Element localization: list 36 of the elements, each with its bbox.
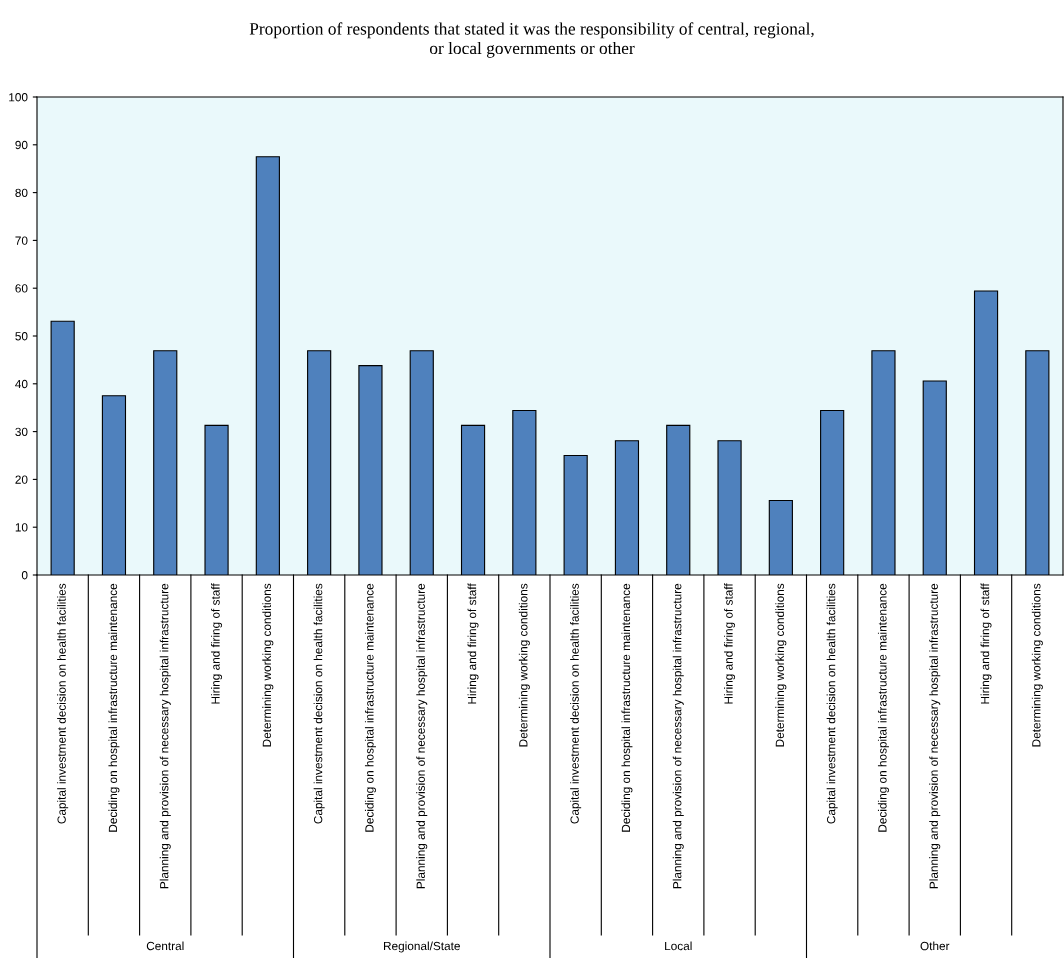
y-tick-label: 50	[15, 332, 28, 341]
x-tick-label: Planning and provision of necessary hospital infrastructure	[672, 583, 684, 889]
y-tick-label: 40	[15, 379, 28, 389]
x-tick-label: Planning and provision of necessary hospital infrastructure	[929, 583, 941, 889]
x-tick-label: Capital investment decision on health facilities	[57, 583, 69, 824]
x-tick-label: Deciding on hospital infrastructure maintenance	[364, 583, 376, 832]
y-tick-label: 20	[15, 475, 28, 484]
x-tick-label: Determining working conditions	[262, 583, 274, 747]
x-tick-label: Determining working conditions	[518, 583, 530, 747]
y-tick-label: 70	[15, 236, 28, 245]
x-tick-label: Capital investment decision on health facilities	[570, 583, 582, 824]
x-tick-label: Deciding on hospital infrastructure maintenance	[621, 583, 633, 832]
x-tick-label: Determining working conditions	[1031, 583, 1043, 747]
x-tick-label: Hiring and firing of staff	[467, 583, 479, 704]
x-tick-label: Hiring and firing of staff	[724, 583, 736, 704]
x-tick-label: Determining working conditions	[775, 583, 787, 747]
x-tick-label: Deciding on hospital infrastructure maintenance	[108, 583, 120, 832]
y-tick-label: 30	[15, 427, 28, 436]
y-tick-label: 10	[15, 523, 28, 532]
x-tick-label: Planning and provision of necessary hospital infrastructure	[416, 583, 428, 889]
x-tick-label: Deciding on hospital infrastructure maintenance	[877, 583, 889, 832]
text: Local	[665, 941, 692, 951]
text: Central	[146, 941, 184, 951]
text: Other	[920, 941, 950, 951]
x-tick-label: Hiring and firing of staff	[980, 583, 992, 704]
y-tick-label: 0	[21, 571, 28, 580]
chart-title: Proportion of respondents that stated it was the responsibility of central, regional, or local governments or other	[249, 22, 814, 58]
text: Regional/State	[384, 941, 460, 953]
x-tick-label: Hiring and firing of staff	[211, 583, 223, 704]
x-tick-label: Planning and provision of necessary hospital infrastructure	[159, 583, 171, 889]
y-tick-label: 100	[9, 93, 28, 102]
y-tick-label: 80	[15, 188, 28, 197]
y-tick-label: 90	[15, 140, 28, 150]
y-tick-label: 60	[15, 284, 28, 293]
x-tick-label: Capital investment decision on health facilities	[826, 583, 838, 824]
x-tick-label: Capital investment decision on health facilities	[313, 583, 325, 824]
